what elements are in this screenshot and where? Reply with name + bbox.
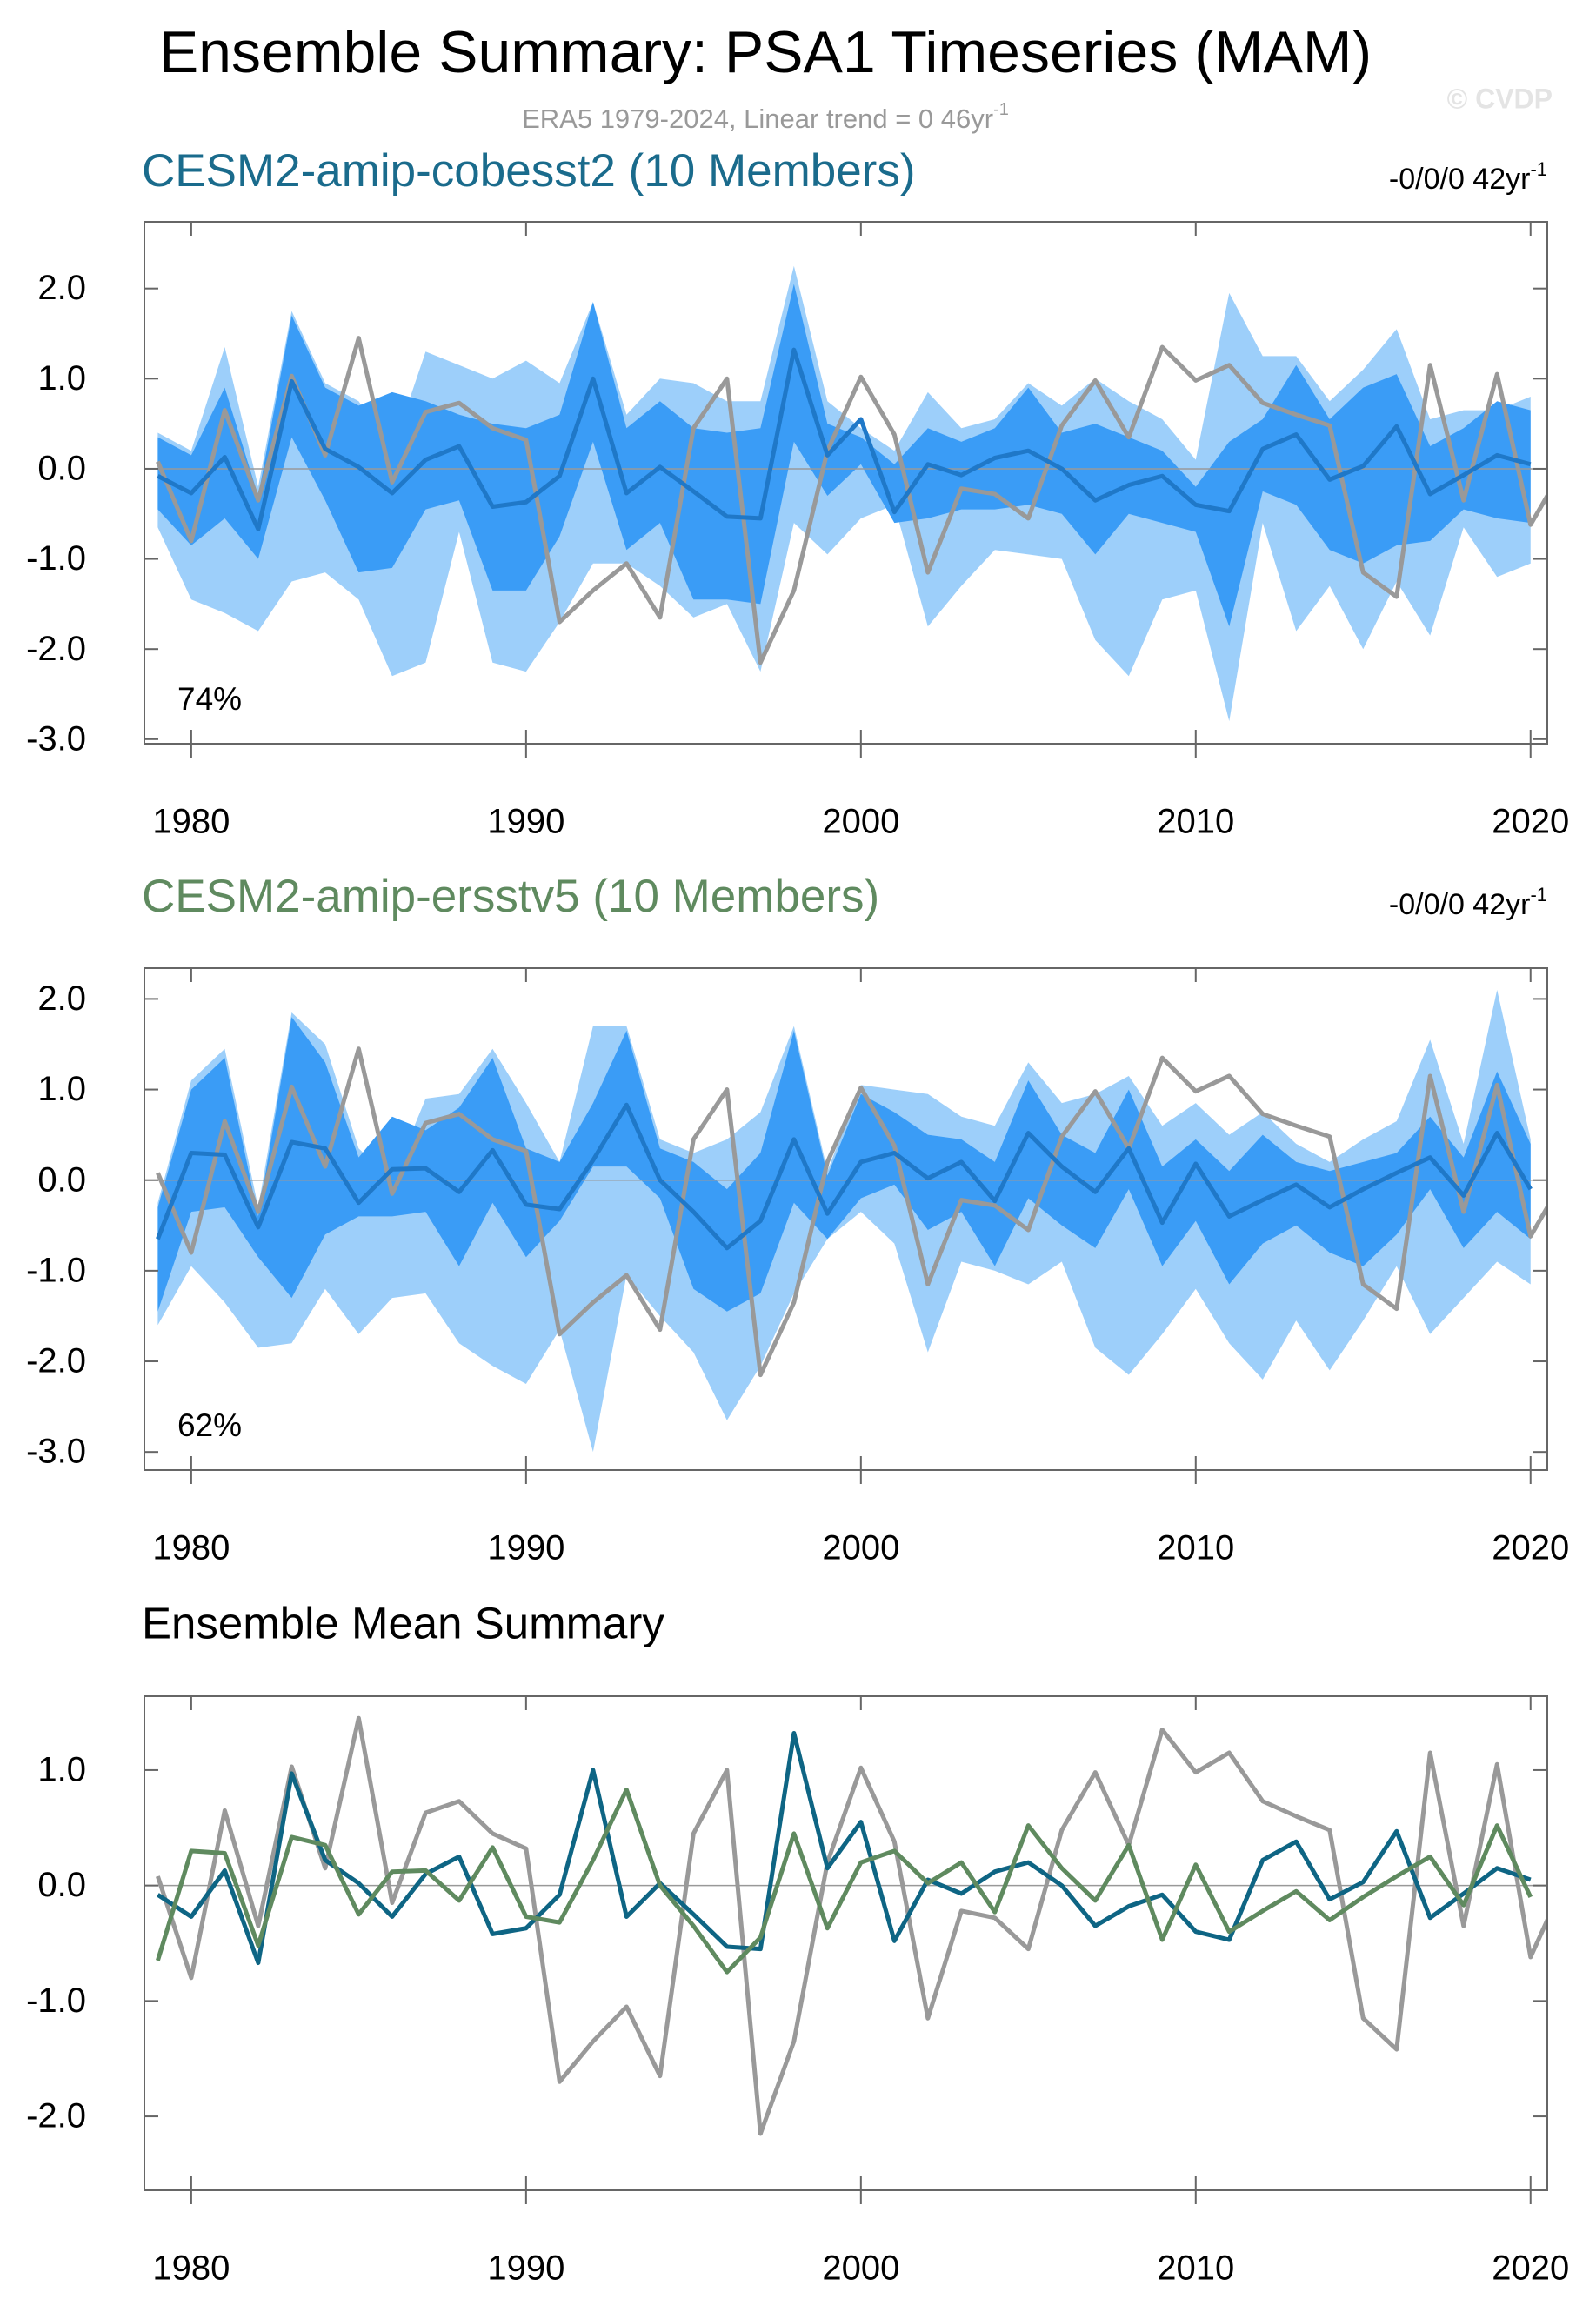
x-tick-label: 1990 <box>487 1529 564 1567</box>
spread-band <box>157 1017 1531 1312</box>
subtitle-text: ERA5 1979-2024, Linear trend = 0 46yr <box>522 104 993 134</box>
plot-area <box>144 1715 1547 2136</box>
y-tick-label: 0.0 <box>37 1866 86 1904</box>
x-tick-label: 2000 <box>822 2249 899 2288</box>
y-tick-label: 1.0 <box>37 359 86 398</box>
x-tick-label: 2010 <box>1157 803 1234 841</box>
y-tick-label: 2.0 <box>37 269 86 307</box>
plot-frame <box>144 1696 1547 2190</box>
panel-title: CESM2-amip-ersstv5 (10 Members) <box>142 871 879 922</box>
plot-border <box>144 967 1548 1471</box>
x-tick-label: 2000 <box>822 803 899 841</box>
right-title-text: -0/0/0 42yr <box>1389 163 1531 196</box>
y-tick-label: -3.0 <box>26 719 86 758</box>
y-tick-label: -1.0 <box>26 1982 86 2020</box>
y-tick-label: -3.0 <box>26 1433 86 1471</box>
right-title-superscript: -1 <box>1530 158 1547 180</box>
percent-annotation: 74% <box>177 681 242 717</box>
y-tick-label: -2.0 <box>26 630 86 668</box>
y-tick-label: -1.0 <box>26 539 86 578</box>
panel-right-title: -0/0/0 42yr-1 <box>1389 158 1547 196</box>
x-tick-label: 1990 <box>487 2249 564 2288</box>
percent-annotation: 62% <box>177 1407 242 1443</box>
series-line <box>157 1730 1532 1966</box>
y-tick-label: -2.0 <box>26 2097 86 2135</box>
x-tick-label: 1990 <box>487 803 564 841</box>
plot-area <box>144 265 1547 722</box>
series-line <box>156 1787 1533 1975</box>
series-line <box>157 347 1532 531</box>
x-tick-label: 2010 <box>1157 1529 1234 1567</box>
y-tick-label: 1.0 <box>37 1070 86 1108</box>
figure-subtitle: ERA5 1979-2024, Linear trend = 0 46yr-1 <box>522 100 1009 134</box>
plot-border <box>144 221 1548 745</box>
figure-title: Ensemble Summary: PSA1 Timeseries (MAM) <box>159 19 1372 85</box>
panel-title: CESM2-amip-cobesst2 (10 Members) <box>142 145 915 197</box>
plot-area <box>144 989 1547 1453</box>
x-tick-label: 2020 <box>1492 2249 1569 2288</box>
x-tick-label: 1980 <box>152 1529 230 1567</box>
panel-title: Ensemble Mean Summary <box>142 1598 664 1647</box>
x-tick-label: 2010 <box>1157 2249 1234 2288</box>
series-line <box>156 1715 1547 2136</box>
x-tick-label: 2020 <box>1492 803 1569 841</box>
y-tick-label: -1.0 <box>26 1251 86 1289</box>
y-tick-label: 0.0 <box>37 450 86 488</box>
right-title-superscript: -1 <box>1530 884 1547 906</box>
x-tick-label: 1980 <box>152 803 230 841</box>
x-tick-label: 2000 <box>822 1529 899 1567</box>
plot-border <box>144 1695 1548 2191</box>
y-tick-label: -2.0 <box>26 1342 86 1380</box>
spread-band <box>157 284 1531 627</box>
series-line <box>156 336 1547 665</box>
panel-right-title: -0/0/0 42yr-1 <box>1389 884 1547 921</box>
right-title-text: -0/0/0 42yr <box>1389 888 1531 921</box>
y-tick-label: 0.0 <box>37 1160 86 1199</box>
subtitle-superscript: -1 <box>993 100 1009 119</box>
spread-band <box>157 265 1531 722</box>
series-line <box>156 1102 1533 1251</box>
y-tick-label: 1.0 <box>37 1750 86 1788</box>
series-line <box>156 1046 1547 1378</box>
x-tick-label: 1980 <box>152 2249 230 2288</box>
y-tick-label: 2.0 <box>37 979 86 1018</box>
watermark: © CVDP <box>1447 83 1553 114</box>
x-tick-label: 2020 <box>1492 1529 1569 1567</box>
